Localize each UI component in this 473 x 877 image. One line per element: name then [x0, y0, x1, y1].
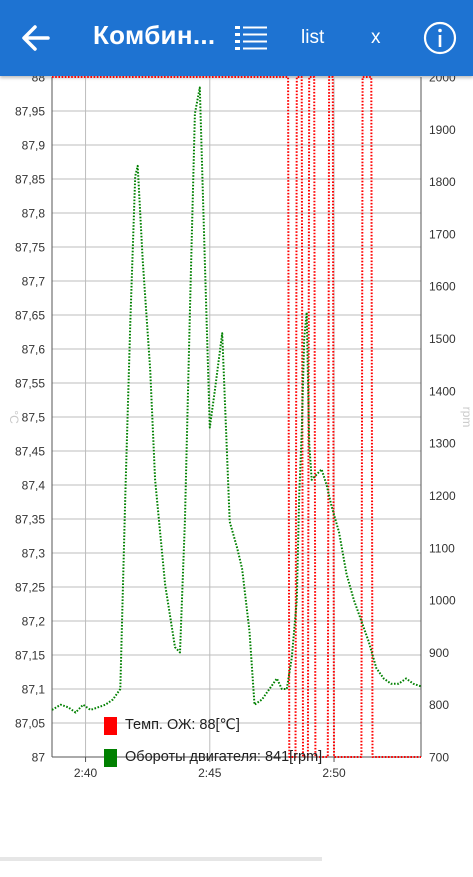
y-right-tick-label: 1200 [429, 489, 456, 503]
y-right-tick-label: 700 [429, 751, 449, 765]
y-right-axis-label: rpm [460, 407, 473, 428]
legend-swatch-temperature [104, 717, 117, 735]
y-right-tick-label: 800 [429, 698, 449, 712]
y-left-tick-label: 87,8 [22, 207, 46, 221]
y-left-tick-label: 87,15 [15, 649, 45, 663]
x-tick-label: 2:40 [74, 766, 98, 780]
x-tick-label: 2:50 [322, 766, 346, 780]
horizontal-scrollbar[interactable] [0, 857, 322, 861]
y-right-tick-label: 1400 [429, 384, 456, 398]
y-left-tick-label: 87,2 [22, 615, 46, 629]
y-left-tick-label: 87,35 [15, 513, 45, 527]
y-left-tick-label: 87,85 [15, 173, 45, 187]
y-left-tick-label: 87,9 [22, 139, 46, 153]
y-left-tick-label: 87,25 [15, 581, 45, 595]
y-left-axis-label: °C [7, 410, 21, 424]
y-right-tick-label: 1300 [429, 437, 456, 451]
y-left-tick-label: 87,4 [22, 479, 46, 493]
close-button[interactable]: x [371, 27, 381, 48]
list-button[interactable]: list [301, 27, 325, 48]
y-right-tick-label: 1900 [429, 123, 456, 137]
y-left-tick-label: 87,3 [22, 547, 46, 561]
legend-label-temperature: Темп. ОЖ: 88[℃] [125, 717, 240, 733]
line-chart[interactable]: 87 87,05 87,1 87,15 87,2 87,25 87,3 87,35 87,4 87… [0, 76, 473, 796]
y-left-tick-label: 87,1 [22, 683, 46, 697]
info-icon[interactable] [423, 21, 457, 55]
series-line-engine-rpm [51, 86, 422, 714]
y-left-tick-label: 87,6 [22, 343, 46, 357]
app-bar: Комбин... list x [0, 0, 473, 76]
y-left-tick-label: 87,75 [15, 241, 45, 255]
y-right-tick-label: 1600 [429, 280, 456, 294]
list-icon[interactable] [234, 25, 268, 51]
y-left-tick-label: 87,95 [15, 105, 45, 119]
y-left-tick-label: 87,05 [15, 717, 45, 731]
y-right-tick-label: 1500 [429, 332, 456, 346]
legend-swatch-engine-rpm [104, 749, 117, 767]
y-left-tick-label: 87,65 [15, 309, 45, 323]
y-right-tick-label: 1000 [429, 594, 456, 608]
y-left-tick-label: 87,45 [15, 445, 45, 459]
y-left-tick-label: 87,7 [22, 275, 46, 289]
y-left-tick-label: 87,55 [15, 377, 45, 391]
y-left-tick-label: 88 [32, 76, 46, 85]
arrow-left-icon[interactable] [18, 20, 52, 56]
y-right-tick-label: 900 [429, 646, 449, 660]
y-right-tick-label: 2000 [429, 76, 456, 85]
x-tick-label: 2:45 [198, 766, 222, 780]
legend-label-engine-rpm: Обороты двигателя: 841[rpm] [125, 749, 323, 765]
y-right-tick-label: 1800 [429, 175, 456, 189]
y-left-tick-label: 87 [32, 751, 46, 765]
page-title: Комбин... [93, 20, 216, 50]
y-right-tick-label: 1100 [429, 541, 455, 555]
y-left-tick-label: 87,5 [22, 411, 46, 425]
y-right-tick-label: 1700 [429, 227, 456, 241]
